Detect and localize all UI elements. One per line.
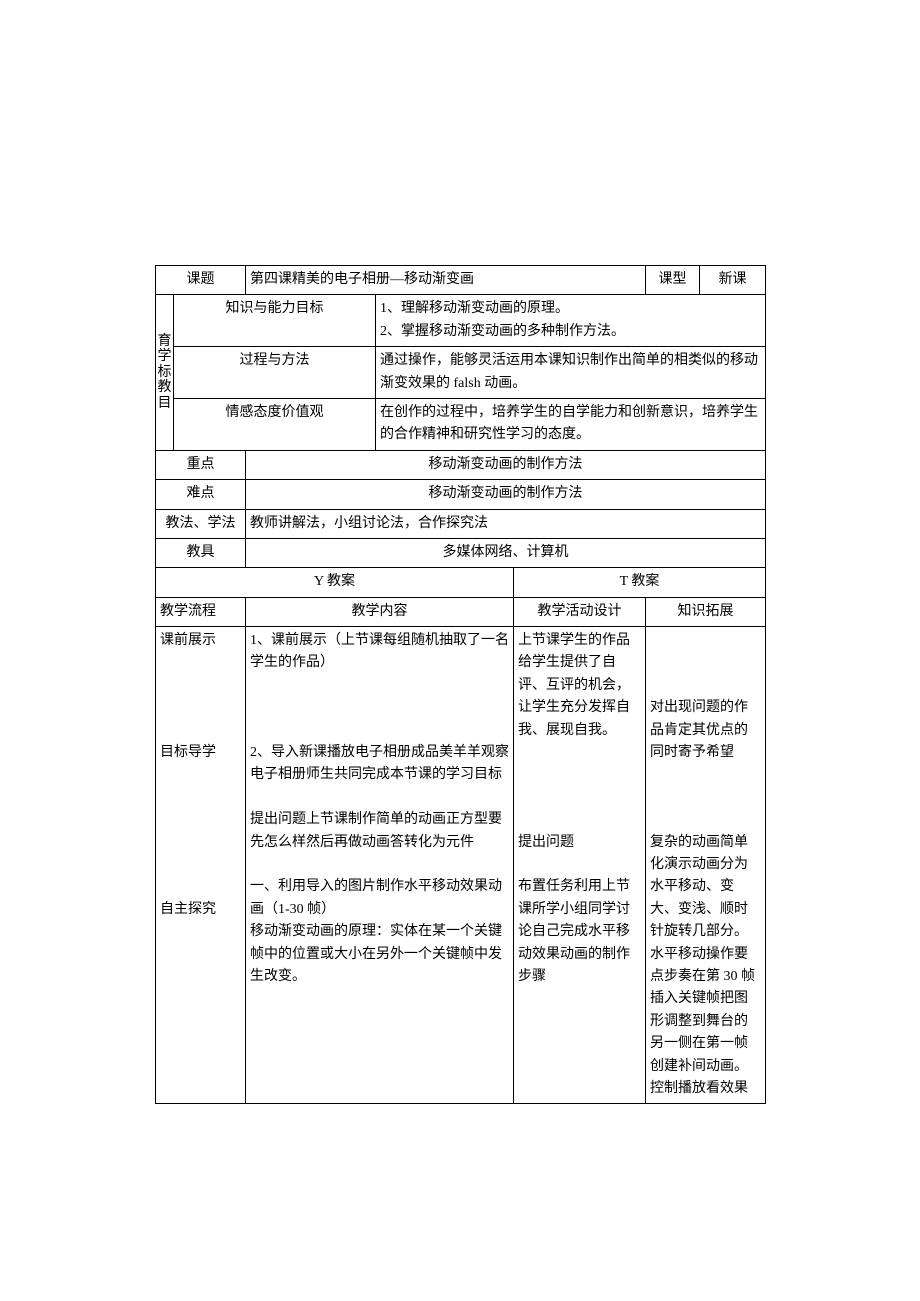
type-label: 课型	[646, 266, 700, 295]
keypoint-value: 移动渐变动画的制作方法	[246, 450, 766, 479]
process-value: 通过操作，能够灵活运用本课知识制作出简单的相类似的移动渐变效果的 falsh 动…	[376, 347, 766, 399]
attitude-value: 在创作的过程中，培养学生的自学能力和创新意识，培养学生的合作精神和研究性学习的态…	[376, 398, 766, 450]
document-page: 课题 第四课精美的电子相册—移动渐变画 课型 新课 育学标教目 知识与能力目标 …	[0, 0, 920, 1104]
plan-t-label: T 教案	[514, 568, 766, 597]
difficult-label: 难点	[156, 480, 246, 509]
process-label: 过程与方法	[174, 347, 376, 399]
knowledge-value: 1、理解移动渐变动画的原理。2、掌握移动渐变动画的多种制作方法。	[376, 295, 766, 347]
difficult-value: 移动渐变动画的制作方法	[246, 480, 766, 509]
extend-cells: 对出现问题的作品肯定其优点的同时寄予希望 复杂的动画简单化演示动画分为水平移动、…	[646, 627, 766, 1104]
knowledge-label: 知识与能力目标	[174, 295, 376, 347]
extend-header: 知识拓展	[646, 597, 766, 626]
method-value: 教师讲解法，小组讨论法，合作探究法	[246, 509, 766, 538]
topic-label: 课题	[156, 266, 246, 295]
flow-cells: 课前展示 目标导学 自主探究	[156, 627, 246, 1104]
tool-value: 多媒体网络、计算机	[246, 538, 766, 567]
content-header: 教学内容	[246, 597, 514, 626]
activity-cells: 上节课学生的作品给学生提供了自评、互评的机会，让学生充分发挥自我、展现自我。 提…	[514, 627, 646, 1104]
activity-header: 教学活动设计	[514, 597, 646, 626]
method-label: 教法、学法	[156, 509, 246, 538]
lesson-plan-table: 课题 第四课精美的电子相册—移动渐变画 课型 新课 育学标教目 知识与能力目标 …	[155, 265, 766, 1104]
keypoint-label: 重点	[156, 450, 246, 479]
plan-y-label: Y 教案	[156, 568, 514, 597]
topic-value: 第四课精美的电子相册—移动渐变画	[246, 266, 646, 295]
type-value: 新课	[700, 266, 766, 295]
attitude-label: 情感态度价值观	[174, 398, 376, 450]
edu-goal-label: 育学标教目	[156, 295, 174, 450]
content-cells: 1、课前展示（上节课每组随机抽取了一名学生的作品） 2、导入新课播放电子相册成品…	[246, 627, 514, 1104]
tool-label: 教具	[156, 538, 246, 567]
flow-header: 教学流程	[156, 597, 246, 626]
